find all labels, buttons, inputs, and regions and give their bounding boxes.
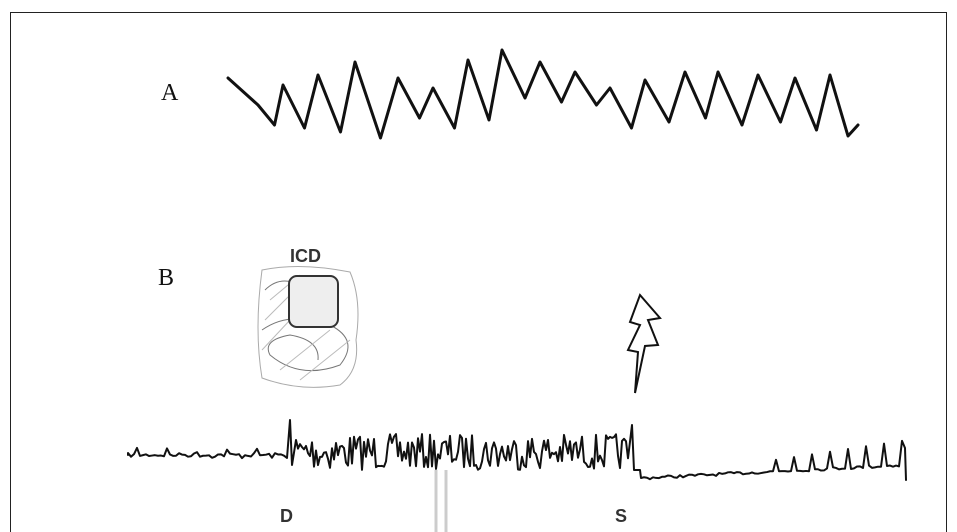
marker-label: D (280, 506, 293, 526)
ecg-trace (226, 48, 860, 140)
frame (10, 12, 947, 532)
ecg-trace (127, 419, 907, 481)
panel-label: B (158, 265, 174, 291)
device-label: ICD (290, 246, 321, 266)
icd-sketch (257, 265, 359, 388)
panel-label: A (161, 80, 179, 106)
marker-label: S (615, 506, 627, 526)
scale-bar (434, 470, 448, 532)
shock-symbol (626, 293, 662, 394)
